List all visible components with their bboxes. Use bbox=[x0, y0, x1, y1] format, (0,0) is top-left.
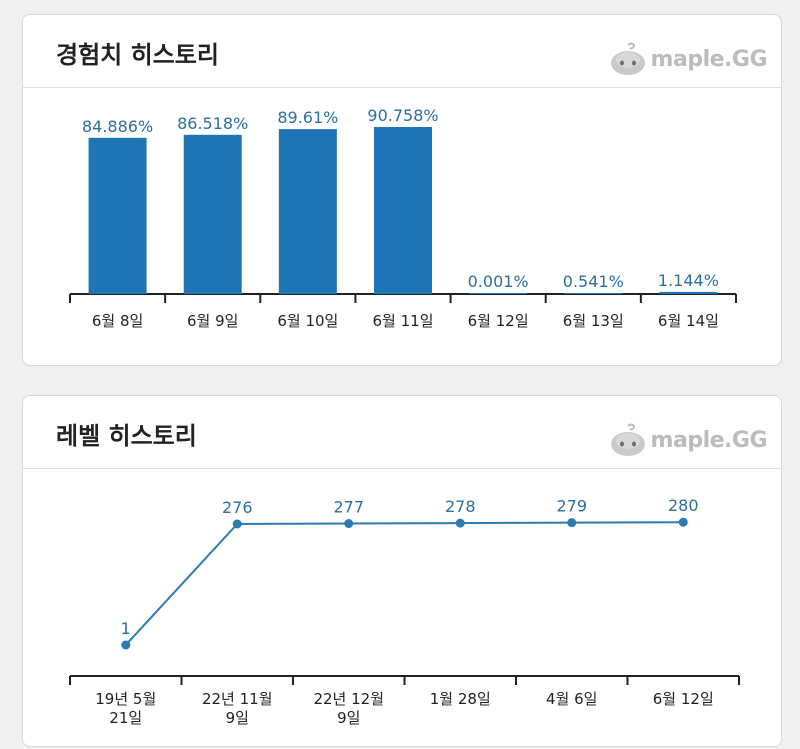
slime-logo-icon bbox=[610, 423, 645, 456]
level-series-line bbox=[125, 521, 684, 646]
exp-tick-label: 6월 8일 bbox=[92, 312, 143, 330]
exp-bar bbox=[564, 293, 623, 294]
level-point bbox=[232, 519, 242, 529]
exp-bar bbox=[374, 127, 432, 294]
exp-bar-chart: 84.886% 6월 8일 86.518% 6월 9일 89.61% 6월 10일 90.7… bbox=[69, 106, 737, 330]
exp-history-card: 경험치 히스토리 maple.GG 84.886% 6월 8일 86.518% 6월 … bbox=[22, 14, 782, 366]
exp-tick-label: 6월 11일 bbox=[373, 312, 434, 330]
exp-bar bbox=[659, 291, 718, 294]
level-point bbox=[567, 518, 577, 528]
level-tick-label: 9일 bbox=[337, 709, 360, 727]
exp-bar-label: 86.518% bbox=[177, 114, 248, 133]
level-tick-label: 4월 6일 bbox=[546, 690, 597, 708]
level-point-label: 276 bbox=[222, 498, 253, 517]
level-card-header: 레벨 히스토리 maple.GG bbox=[23, 396, 781, 469]
level-tick-label: 21일 bbox=[109, 709, 142, 727]
slime-logo-icon bbox=[610, 42, 645, 75]
exp-tick-label: 6월 14일 bbox=[658, 312, 719, 330]
level-history-card: 레벨 히스토리 maple.GG 1 19년 5월 21일 276 22년 11월 9일 2… bbox=[22, 395, 782, 747]
exp-tick-label: 6월 9일 bbox=[187, 312, 238, 330]
level-point bbox=[344, 519, 354, 529]
level-point bbox=[455, 518, 465, 528]
level-tick-label: 9일 bbox=[226, 709, 249, 727]
level-point bbox=[678, 517, 688, 527]
exp-bar-label: 0.001% bbox=[468, 272, 529, 291]
level-tick-label: 22년 12월 bbox=[313, 690, 384, 708]
level-tick-label: 1월 28일 bbox=[430, 690, 491, 708]
level-card-title: 레벨 히스토리 bbox=[56, 422, 197, 450]
exp-card-header: 경험치 히스토리 maple.GG bbox=[23, 15, 781, 88]
exp-tick-label: 6월 13일 bbox=[563, 312, 624, 330]
exp-bar-label: 89.61% bbox=[277, 108, 338, 127]
brand-name: maple.GG bbox=[650, 46, 768, 72]
exp-bar-label: 1.144% bbox=[658, 271, 719, 290]
brand-logo: maple.GG bbox=[609, 423, 768, 457]
exp-bar-label: 90.758% bbox=[367, 106, 438, 125]
exp-bar bbox=[88, 137, 147, 294]
exp-bar bbox=[183, 134, 242, 294]
exp-bar bbox=[278, 129, 337, 294]
level-point bbox=[121, 640, 131, 650]
exp-tick-label: 6월 12일 bbox=[468, 312, 529, 330]
exp-bar-label: 84.886% bbox=[82, 117, 153, 136]
level-point-label: 280 bbox=[668, 496, 699, 515]
exp-card-title: 경험치 히스토리 bbox=[56, 41, 219, 69]
level-point-label: 278 bbox=[445, 497, 476, 516]
brand-name: maple.GG bbox=[650, 427, 768, 453]
level-point-label: 279 bbox=[556, 497, 587, 516]
exp-bar-label: 0.541% bbox=[563, 272, 624, 291]
brand-logo: maple.GG bbox=[609, 42, 768, 76]
level-point-label: 277 bbox=[333, 498, 364, 517]
level-tick-label: 22년 11월 bbox=[202, 690, 273, 708]
exp-bar bbox=[469, 293, 528, 294]
exp-tick-label: 6월 10일 bbox=[277, 312, 338, 330]
level-tick-label: 19년 5월 bbox=[95, 690, 156, 708]
level-point-label: 1 bbox=[121, 619, 131, 638]
level-tick-label: 6월 12일 bbox=[653, 690, 714, 708]
